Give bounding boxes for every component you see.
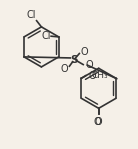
Text: O: O — [89, 70, 97, 81]
Text: O: O — [60, 64, 68, 74]
Text: O: O — [85, 60, 93, 70]
Text: O: O — [95, 117, 103, 127]
Text: Cl: Cl — [41, 31, 51, 41]
Text: O: O — [81, 47, 88, 57]
Text: S: S — [70, 55, 78, 65]
Text: CH₃: CH₃ — [92, 71, 109, 80]
Text: Cl: Cl — [26, 10, 36, 20]
Text: O: O — [93, 117, 101, 127]
